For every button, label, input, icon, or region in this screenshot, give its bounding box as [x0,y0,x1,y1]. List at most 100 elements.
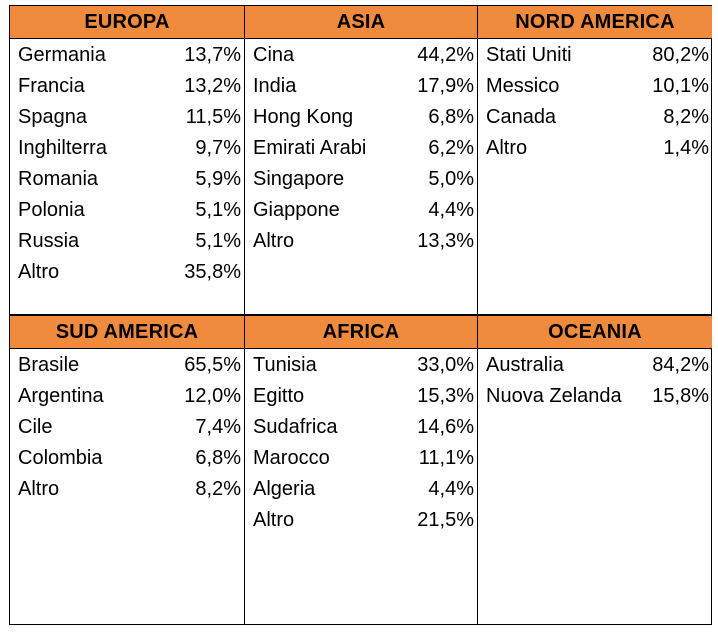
country-share: 5,9% [195,168,241,190]
region-panel-europa: EUROPA Germania 13,7% Francia 13,2% Spagna 11,… [10,6,244,314]
region-header: SUD AMERICA [10,316,244,349]
country-share: 13,7% [184,44,241,66]
country-list: Brasile 65,5% Argentina 12,0% Cile 7,4% Colomb… [10,350,244,505]
country-share: 14,6% [417,416,474,438]
country-list: Stati Uniti 80,2% Messico 10,1% Canada 8,2% Al… [478,40,712,164]
country-share: 13,2% [184,75,241,97]
country-share: 84,2% [652,354,709,376]
country-row: Cina 44,2% [245,40,477,71]
region-header: ASIA [245,6,477,39]
country-share: 11,5% [185,106,241,128]
region-share-table: EUROPA Germania 13,7% Francia 13,2% Spagna 11,… [9,5,712,625]
country-row: Russia 5,1% [10,226,244,257]
region-header: NORD AMERICA [478,6,712,39]
country-row: Giappone 4,4% [245,195,477,226]
country-share: 6,8% [195,447,241,469]
country-share: 21,5% [417,509,474,531]
country-name: Altro [253,230,295,252]
country-name: Cile [18,416,53,438]
country-name: Altro [18,261,60,283]
region-panel-asia: ASIA Cina 44,2% India 17,9% Hong Kong 6,8% Emir… [245,6,477,314]
country-list: Cina 44,2% India 17,9% Hong Kong 6,8% Emirati … [245,40,477,257]
country-share: 15,3% [417,385,474,407]
country-row: Spagna 11,5% [10,102,244,133]
country-share: 10,1% [652,75,709,97]
country-name: Stati Uniti [486,44,572,66]
country-name: Canada [486,106,557,128]
country-row: Sudafrica 14,6% [245,412,477,443]
country-row: Nuova Zelanda 15,8% [478,381,712,412]
country-list: Tunisia 33,0% Egitto 15,3% Sudafrica 14,6% Mar… [245,350,477,536]
country-name: Altro [18,478,60,500]
row-divider [10,314,711,316]
country-name: Francia [18,75,85,97]
country-name: Singapore [253,168,345,190]
country-name: Marocco [253,447,330,469]
country-share: 11,1% [418,447,474,469]
country-share: 4,4% [428,478,474,500]
country-name: Cina [253,44,295,66]
country-row: Altro 35,8% [10,257,244,288]
country-name: Egitto [253,385,305,407]
country-name: Tunisia [253,354,317,376]
country-name: Hong Kong [253,106,354,128]
country-share: 65,5% [184,354,241,376]
country-row: India 17,9% [245,71,477,102]
region-panel-oceania: OCEANIA Australia 84,2% Nuova Zelanda 15,8% [478,316,712,624]
country-name: Emirati Arabi [253,137,367,159]
country-row: Argentina 12,0% [10,381,244,412]
country-share: 8,2% [663,106,709,128]
country-row: Colombia 6,8% [10,443,244,474]
country-row: Altro 21,5% [245,505,477,536]
country-share: 33,0% [417,354,474,376]
country-name: Brasile [18,354,80,376]
country-name: Argentina [18,385,104,407]
country-row: Altro 1,4% [478,133,712,164]
country-name: Inghilterra [18,137,107,159]
country-row: Cile 7,4% [10,412,244,443]
country-name: Altro [486,137,528,159]
country-row: Marocco 11,1% [245,443,477,474]
country-share: 15,8% [652,385,709,407]
country-share: 6,8% [428,106,474,128]
country-row: Stati Uniti 80,2% [478,40,712,71]
country-share: 17,9% [417,75,474,97]
country-row: Francia 13,2% [10,71,244,102]
country-name: Sudafrica [253,416,338,438]
region-panel-sud-america: SUD AMERICA Brasile 65,5% Argentina 12,0% Cil… [10,316,244,624]
country-name: India [253,75,297,97]
country-list: Australia 84,2% Nuova Zelanda 15,8% [478,350,712,412]
country-share: 5,1% [195,230,241,252]
region-header: AFRICA [245,316,477,349]
country-share: 5,0% [428,168,474,190]
country-row: Romania 5,9% [10,164,244,195]
country-name: Spagna [18,106,87,128]
country-name: Germania [18,44,106,66]
country-share: 44,2% [417,44,474,66]
country-row: Egitto 15,3% [245,381,477,412]
country-share: 4,4% [428,199,474,221]
country-share: 80,2% [652,44,709,66]
country-row: Australia 84,2% [478,350,712,381]
country-name: Messico [486,75,560,97]
country-name: Australia [486,354,564,376]
country-row: Polonia 5,1% [10,195,244,226]
country-share: 9,7% [195,137,241,159]
country-row: Altro 13,3% [245,226,477,257]
country-row: Hong Kong 6,8% [245,102,477,133]
country-share: 5,1% [195,199,241,221]
country-share: 8,2% [195,478,241,500]
region-panel-africa: AFRICA Tunisia 33,0% Egitto 15,3% Sudafrica 14… [245,316,477,624]
country-row: Emirati Arabi 6,2% [245,133,477,164]
country-name: Polonia [18,199,85,221]
country-share: 13,3% [417,230,474,252]
country-row: Germania 13,7% [10,40,244,71]
country-share: 1,4% [663,137,709,159]
region-header: EUROPA [10,6,244,39]
country-row: Messico 10,1% [478,71,712,102]
country-name: Giappone [253,199,340,221]
country-row: Tunisia 33,0% [245,350,477,381]
country-name: Russia [18,230,80,252]
country-share: 6,2% [428,137,474,159]
country-row: Brasile 65,5% [10,350,244,381]
